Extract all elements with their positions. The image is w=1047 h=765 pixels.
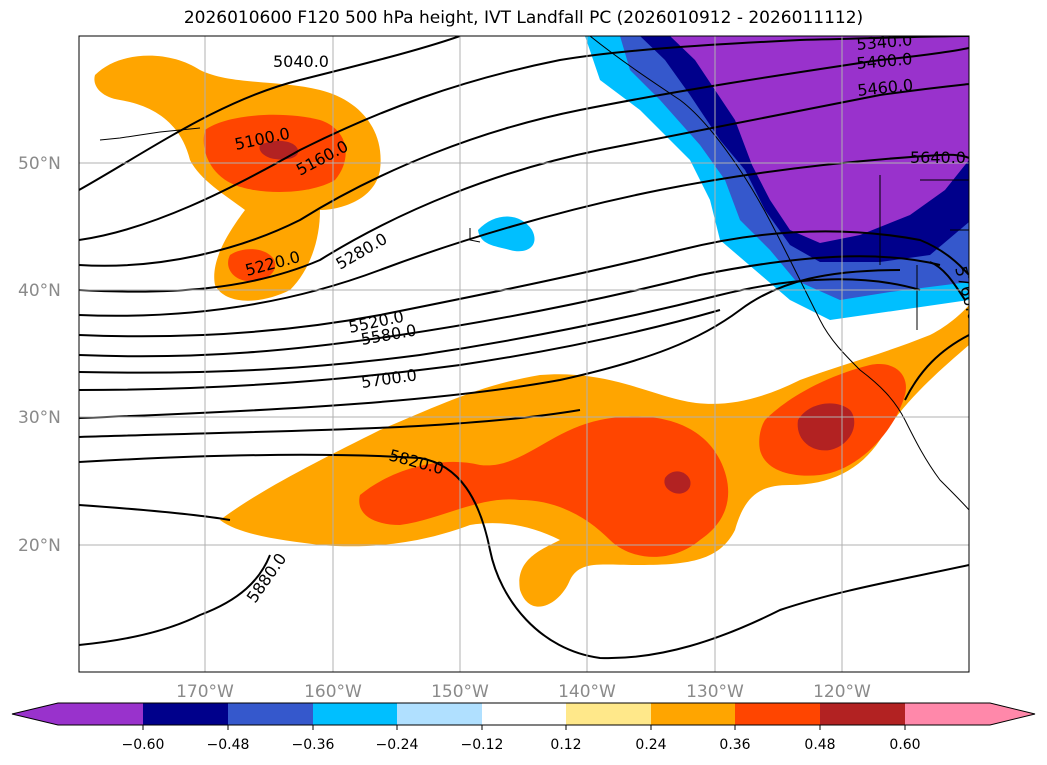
colorbar-tick-label: −0.48 — [207, 737, 250, 753]
lat-label-40n: 40°N — [18, 281, 61, 301]
contour-label-5400: 5400.0 — [856, 49, 913, 73]
map-area: 5040.0 5100.0 5160.0 5220.0 5280.0 5340.… — [79, 30, 969, 672]
colorbar-bin-neutral — [482, 703, 566, 725]
contour-label-5340: 5340.0 — [856, 30, 913, 54]
latitude-labels: 50°N 40°N 30°N 20°N — [18, 154, 61, 556]
colorbar-ticks — [142, 725, 906, 730]
colorbar-bin-pos-024 — [651, 703, 735, 725]
colorbar-bin-pos-012 — [566, 703, 651, 725]
colorbar-extend-low — [12, 703, 58, 725]
colorbar-bin-neg-048 — [143, 703, 228, 725]
contour-label-5040: 5040.0 — [273, 52, 329, 71]
positive-ivt-region-north — [94, 55, 381, 301]
coastlines — [99, 36, 969, 511]
map-frame — [78, 35, 970, 673]
colorbar-outline — [11, 702, 1036, 726]
colorbar-tick-label: 0.36 — [719, 737, 750, 753]
colorbar-bin-pos-036 — [735, 703, 820, 725]
lon-label-130w: 130°W — [686, 682, 744, 702]
longitude-labels: 170°W 160°W 150°W 140°W 130°W 120°W — [176, 682, 871, 702]
lon-label-120w: 120°W — [813, 682, 871, 702]
colorbar-tick-label: −0.36 — [292, 737, 335, 753]
contour-label-5640: 5640.0 — [910, 148, 966, 167]
colorbar-tick-label: −0.60 — [122, 737, 165, 753]
lon-label-140w: 140°W — [558, 682, 616, 702]
colorbar-tick-label: −0.24 — [376, 737, 419, 753]
lon-label-150w: 150°W — [431, 682, 489, 702]
lat-label-20n: 20°N — [18, 536, 61, 556]
colorbar-bin-pos-060 — [905, 703, 990, 725]
lon-label-170w: 170°W — [176, 682, 234, 702]
map-title: 2026010600 F120 500 hPa height, IVT Land… — [183, 8, 864, 28]
colorbar-tick-label: 0.12 — [550, 737, 581, 753]
colorbar-extend-high — [990, 703, 1035, 725]
colorbar-bin-pos-048 — [820, 703, 905, 725]
colorbar-bin-neg-024 — [313, 703, 397, 725]
colorbar-bin-neg-012 — [397, 703, 482, 725]
lat-label-50n: 50°N — [18, 154, 61, 174]
colorbar-bin-neg-036 — [228, 703, 313, 725]
colorbar: −0.60 −0.48 −0.36 −0.24 −0.12 0.12 0.24 … — [11, 702, 1036, 753]
colorbar-bin-neg-060 — [58, 703, 143, 725]
map-gridlines — [79, 36, 969, 672]
colorbar-tick-label: 0.24 — [635, 737, 666, 753]
colorbar-tick-label: −0.12 — [461, 737, 504, 753]
colorbar-tick-label: 0.48 — [804, 737, 835, 753]
positive-ivt-region-south — [220, 305, 969, 607]
lon-label-160w: 160°W — [304, 682, 362, 702]
height-contours — [79, 36, 969, 660]
colorbar-tick-label: 0.60 — [889, 737, 920, 753]
lat-label-30n: 30°N — [18, 408, 61, 428]
